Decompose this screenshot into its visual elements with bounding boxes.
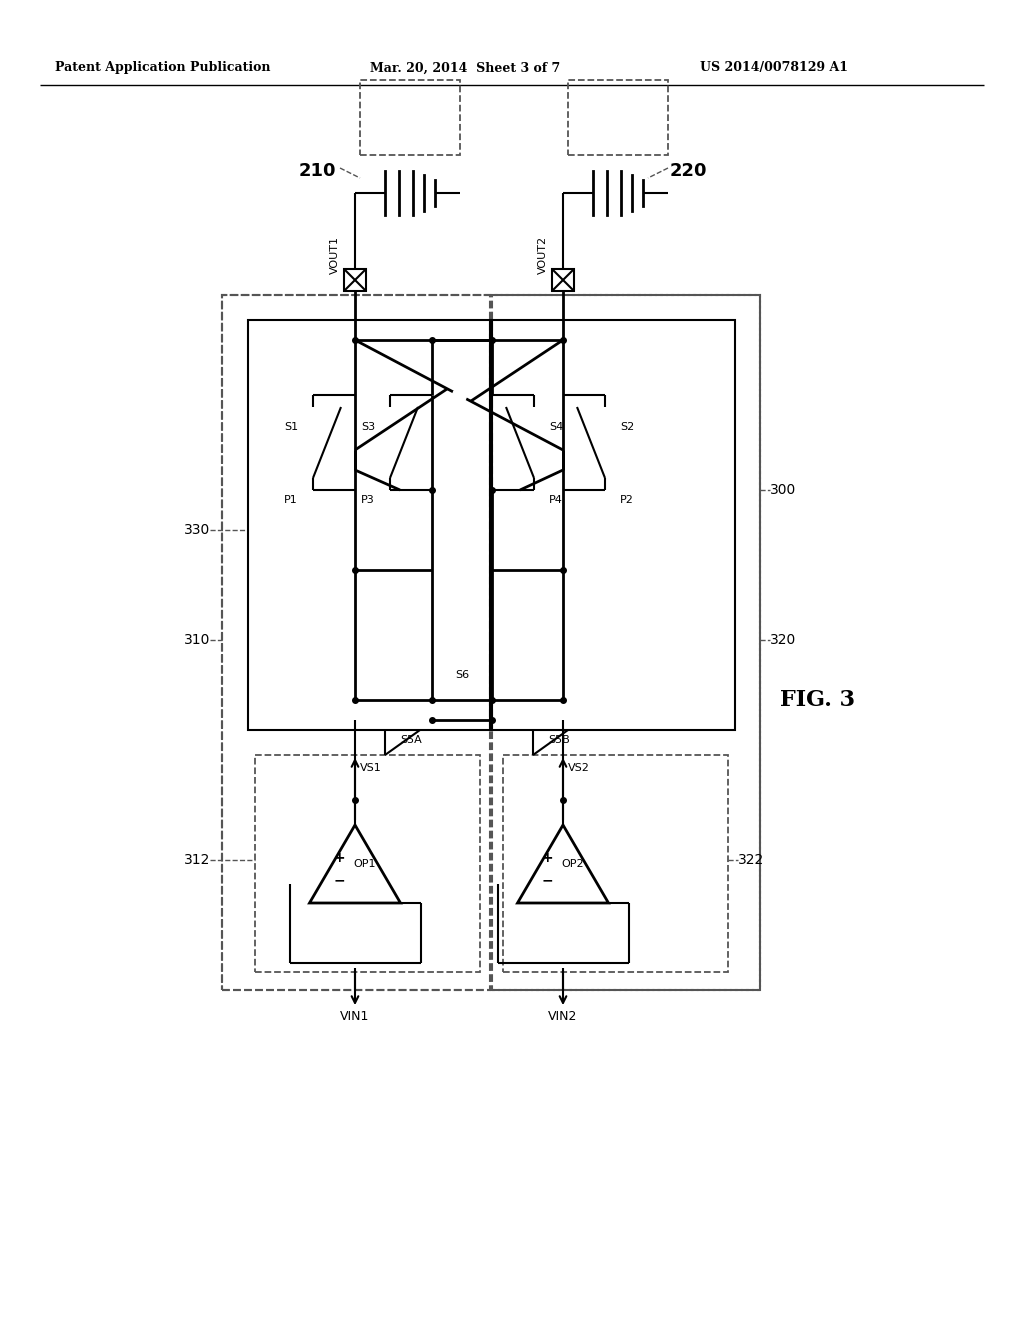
- Bar: [344, 269, 366, 290]
- Text: VOUT2: VOUT2: [538, 236, 548, 275]
- Bar: [360, 81, 460, 154]
- Text: S5A: S5A: [400, 735, 422, 744]
- Text: US 2014/0078129 A1: US 2014/0078129 A1: [700, 62, 848, 74]
- Text: −: −: [542, 874, 553, 887]
- Text: 320: 320: [770, 634, 797, 647]
- Text: OP1: OP1: [353, 859, 376, 869]
- Text: P3: P3: [361, 495, 375, 506]
- Text: Patent Application Publication: Patent Application Publication: [55, 62, 270, 74]
- Text: P2: P2: [621, 495, 634, 506]
- Bar: [552, 269, 574, 290]
- Text: S5B: S5B: [548, 735, 569, 744]
- Bar: [568, 81, 668, 154]
- Bar: [492, 319, 735, 730]
- Text: VS1: VS1: [360, 763, 382, 774]
- Bar: [503, 755, 728, 972]
- Text: 322: 322: [738, 853, 764, 867]
- Text: VIN2: VIN2: [548, 1010, 578, 1023]
- Bar: [222, 294, 490, 990]
- Text: P1: P1: [284, 495, 298, 506]
- Text: 300: 300: [770, 483, 797, 498]
- Text: Mar. 20, 2014  Sheet 3 of 7: Mar. 20, 2014 Sheet 3 of 7: [370, 62, 560, 74]
- Text: +: +: [333, 850, 345, 865]
- Text: 210: 210: [299, 162, 336, 180]
- Text: 310: 310: [183, 634, 210, 647]
- Text: VS2: VS2: [568, 763, 590, 774]
- Text: OP2: OP2: [562, 859, 585, 869]
- Bar: [222, 294, 760, 990]
- Text: 220: 220: [670, 162, 708, 180]
- Bar: [248, 319, 490, 730]
- Text: VOUT1: VOUT1: [330, 236, 340, 275]
- Bar: [255, 755, 480, 972]
- Bar: [492, 294, 760, 990]
- Text: 312: 312: [183, 853, 210, 867]
- Text: P4: P4: [549, 495, 563, 506]
- Text: S2: S2: [620, 422, 634, 433]
- Text: S3: S3: [360, 422, 375, 433]
- Text: −: −: [333, 874, 345, 887]
- Text: 330: 330: [183, 523, 210, 537]
- Text: S4: S4: [549, 422, 563, 433]
- Text: FIG. 3: FIG. 3: [780, 689, 855, 711]
- Text: S1: S1: [284, 422, 298, 433]
- Text: VIN1: VIN1: [340, 1010, 370, 1023]
- Bar: [248, 319, 735, 730]
- Text: +: +: [542, 850, 553, 865]
- Text: S6: S6: [455, 671, 469, 680]
